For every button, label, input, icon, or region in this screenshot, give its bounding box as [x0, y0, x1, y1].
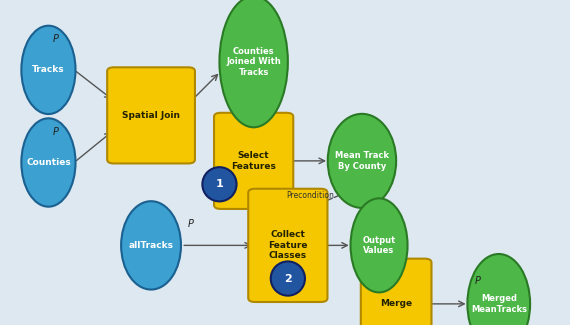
Text: Select
Features: Select Features [231, 151, 276, 171]
Text: P: P [52, 34, 58, 44]
Text: Tracks: Tracks [32, 65, 65, 74]
Ellipse shape [328, 114, 396, 208]
FancyBboxPatch shape [249, 189, 328, 302]
Text: allTracks: allTracks [129, 241, 173, 250]
FancyBboxPatch shape [107, 67, 195, 163]
Text: P: P [188, 219, 194, 229]
Ellipse shape [22, 26, 75, 114]
FancyBboxPatch shape [361, 259, 431, 325]
Text: Counties: Counties [26, 158, 71, 167]
Text: Counties
Joined With
Tracks: Counties Joined With Tracks [226, 47, 281, 77]
Text: Merged
MeanTracks: Merged MeanTracks [471, 294, 527, 314]
Text: Merge: Merge [380, 299, 412, 308]
Text: P: P [52, 127, 58, 136]
Text: 1: 1 [215, 179, 223, 189]
Text: Spatial Join: Spatial Join [122, 111, 180, 120]
Ellipse shape [22, 118, 75, 207]
FancyBboxPatch shape [214, 113, 293, 209]
Text: Collect
Feature
Classes: Collect Feature Classes [268, 230, 308, 260]
Ellipse shape [202, 167, 237, 202]
Text: Output
Values: Output Values [363, 236, 396, 255]
Ellipse shape [219, 0, 288, 127]
Ellipse shape [351, 198, 408, 292]
Text: Precondition: Precondition [287, 190, 335, 200]
Text: Mean Track
By County: Mean Track By County [335, 151, 389, 171]
Ellipse shape [121, 201, 181, 290]
Ellipse shape [271, 261, 305, 296]
Text: P: P [475, 276, 481, 286]
Text: 2: 2 [284, 274, 292, 283]
Ellipse shape [467, 254, 530, 325]
